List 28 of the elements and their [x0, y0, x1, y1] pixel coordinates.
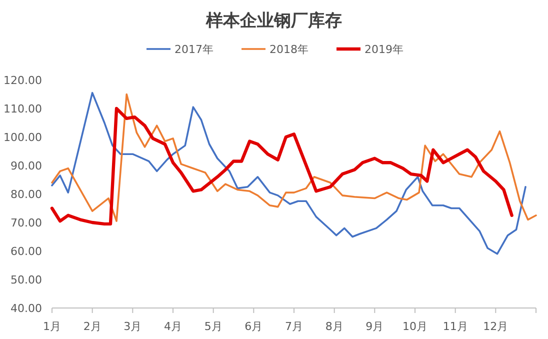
y-tick-label: 100.00 — [4, 131, 42, 144]
x-tick-label: 4月 — [164, 320, 182, 333]
line-series — [50, 106, 514, 226]
x-tick-label: 9月 — [366, 320, 384, 333]
x-tick-label: 10月 — [402, 320, 428, 333]
x-tick-label: 11月 — [442, 320, 468, 333]
x-tick-label: 7月 — [285, 320, 303, 333]
x-tick-label: 5月 — [204, 320, 222, 333]
x-tick-label: 2月 — [83, 320, 102, 333]
x-tick-label: 12月 — [483, 320, 508, 333]
line-series — [51, 93, 537, 222]
legend-label: 2019年 — [364, 43, 404, 56]
legend-label: 2017年 — [174, 43, 214, 56]
x-tick-label: 6月 — [244, 320, 263, 333]
y-tick-label: 90.00 — [10, 160, 42, 172]
y-tick-label: 110.00 — [4, 102, 42, 116]
y-tick-label: 40.00 — [10, 302, 42, 315]
x-tick-label: 1月 — [43, 320, 61, 333]
x-tick-label: 8月 — [325, 320, 344, 333]
chart-title: 样本企业钢厂库存 — [205, 11, 342, 31]
y-tick-label: 80.00 — [10, 188, 42, 201]
legend-label: 2018年 — [270, 43, 308, 56]
x-tick-label: 3月 — [124, 320, 142, 333]
y-tick-label: 70.00 — [10, 216, 42, 230]
y-tick-label: 120.00 — [4, 74, 42, 87]
line-series — [51, 92, 526, 255]
y-tick-label: 50.00 — [10, 274, 42, 286]
y-tick-label: 60.00 — [10, 245, 42, 258]
